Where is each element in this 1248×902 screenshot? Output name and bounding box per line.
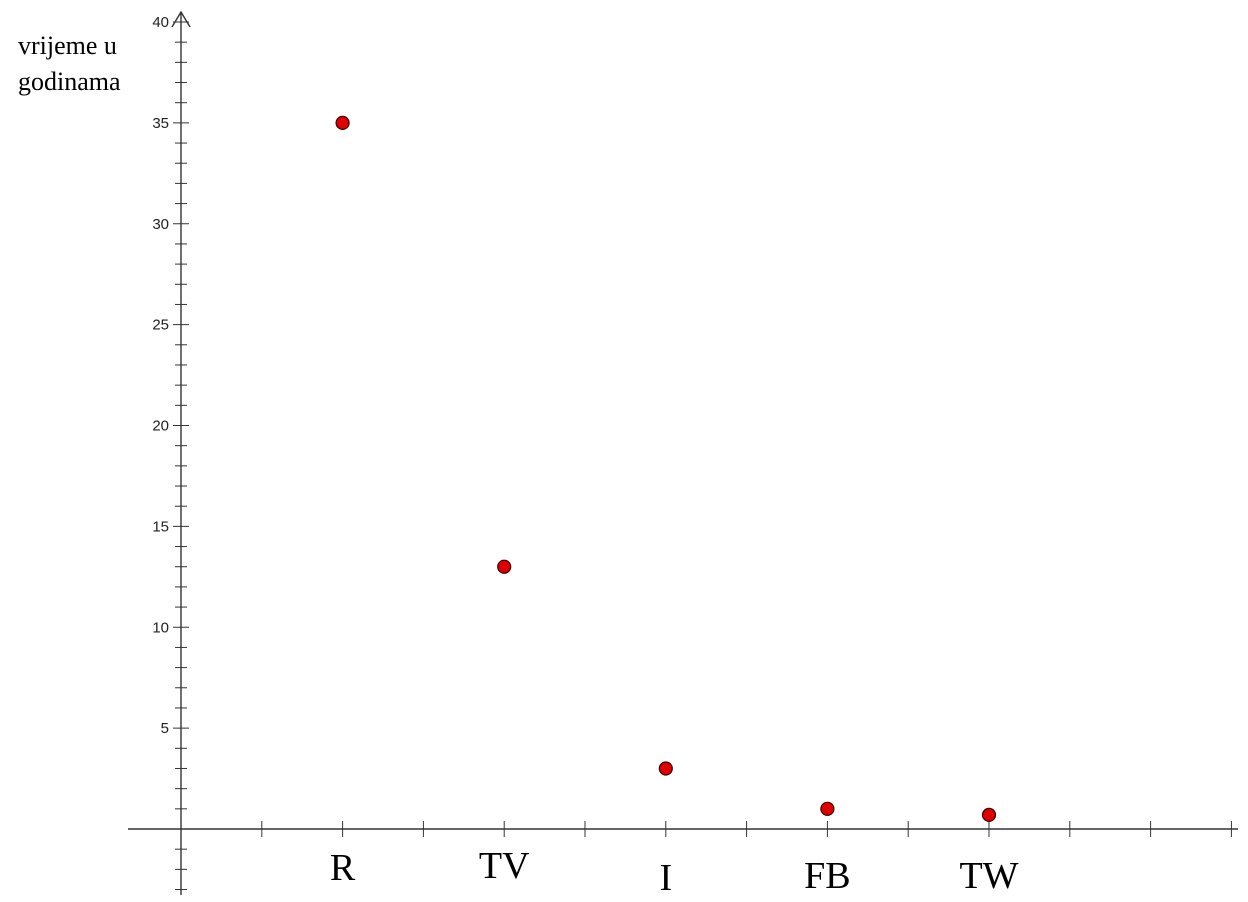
data-points [335,115,997,822]
data-point-i [658,761,673,776]
y-axis-label-line-2: godinama [18,67,121,96]
category-label-tw: TW [959,855,1018,897]
data-point-tv [497,559,512,574]
y-axis-label-line-1: vrijeme u [18,31,117,60]
y-tick-label: 15 [152,518,169,535]
category-label-i: I [659,857,672,899]
category-label-r: R [330,847,356,889]
y-tick-label: 10 [152,619,169,636]
y-tick-label: 25 [152,317,169,334]
y-axis-ticks: 5 10 15 20 25 30 35 40 [152,14,189,891]
axes [128,10,1238,895]
x-axis-ticks [261,821,1232,837]
category-labels: R TV I FB TW [330,845,1019,899]
y-tick-label: 40 [152,14,169,31]
y-tick-label: 30 [152,216,169,233]
category-label-tv: TV [479,845,530,887]
data-point-r [335,115,350,130]
y-tick-label: 5 [161,720,169,737]
y-tick-label: 35 [152,115,169,132]
category-label-fb: FB [804,855,850,897]
data-point-fb [820,801,835,816]
y-tick-label: 20 [152,418,169,435]
data-point-tw [981,807,997,822]
